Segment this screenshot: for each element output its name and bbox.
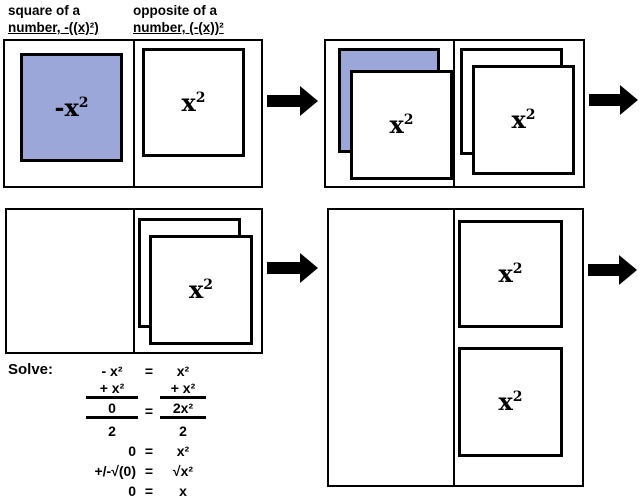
equation-equals: = <box>144 463 154 479</box>
equation-left-term: 2 <box>108 423 116 439</box>
panel-top-right-cell-negative: x2 <box>326 41 455 186</box>
arrow-right-icon <box>589 85 638 115</box>
equation-right-term: √x² <box>172 463 194 479</box>
equation-left-term: +/-√(0) <box>94 463 136 479</box>
equation-row: +/-√(0) = √x² <box>86 459 206 479</box>
equation-right-term: + x² <box>160 380 206 399</box>
equation-right-term: 2 <box>179 423 187 439</box>
equation-row: + x² + x² <box>86 379 206 399</box>
panel-top-left-cell-negative: -x2 <box>5 41 135 186</box>
panel-mid-left: x2 <box>5 208 263 354</box>
panel-top-right-cell-opposite: x2 <box>455 41 583 186</box>
panel-bottom-right-cell-tiles: x2 x2 <box>455 210 582 485</box>
panel-bottom-right-cell-empty <box>329 210 455 485</box>
x-squared-label: x2 <box>498 259 523 288</box>
equation-row: 0 = 2x² <box>86 399 206 419</box>
x-squared-tile: x2 <box>458 347 563 457</box>
x-squared-label: x2 <box>181 87 206 117</box>
x-squared-tile: x2 <box>142 48 245 157</box>
equation-right-term: x² <box>176 443 190 459</box>
x-squared-label: x2 <box>498 387 523 416</box>
header-square-of-a-number: square of a number, -((x)²) <box>8 2 99 36</box>
equation-left-term: + x² <box>86 380 138 399</box>
x-squared-tile: x2 <box>149 235 253 345</box>
solve-label: Solve: <box>8 361 54 378</box>
header-opposite-of-a-number: opposite of a number, (-(x))² <box>133 2 224 36</box>
header-right-line1: opposite of a <box>133 3 217 18</box>
panel-top-left-cell-opposite: x2 <box>135 41 261 186</box>
equation-right-term: x² <box>176 363 190 379</box>
equation-left-term: 0 <box>86 400 138 419</box>
equation-row: 0 = x <box>86 479 206 499</box>
equation-left-term: 0 <box>128 483 136 499</box>
x-squared-label: x2 <box>511 105 536 134</box>
equation-equals: = <box>144 443 154 459</box>
neg-x-squared-label: -x2 <box>54 92 89 122</box>
equation-equals: = <box>144 363 154 379</box>
x-squared-tile: x2 <box>350 70 453 180</box>
x-squared-tile: x2 <box>458 220 563 328</box>
header-left-line1: square of a <box>8 3 81 18</box>
equation-right-term: x <box>179 483 187 499</box>
header-right-line2: number, (-(x))² <box>133 20 224 35</box>
panel-mid-left-cell-empty <box>7 210 135 352</box>
equation-equals: = <box>144 403 154 419</box>
x-squared-tile: x2 <box>472 65 575 175</box>
panel-mid-left-cell-tiles: x2 <box>135 210 261 352</box>
arrow-right-icon <box>267 253 318 283</box>
header-left-line2: number, -((x)²) <box>8 20 99 35</box>
arrow-right-icon <box>588 255 637 285</box>
panel-top-left: -x2 x2 <box>3 39 263 188</box>
solve-equation-stack: - x² = x² + x² + x² 0 = 2x² 2 2 0 = x² +/-√(0) = √x² 0 = x <box>86 359 206 499</box>
panel-bottom-right: x2 x2 <box>327 208 584 487</box>
x-squared-label: x2 <box>389 110 414 139</box>
equation-row: 0 = x² <box>86 439 206 459</box>
x-squared-label: x2 <box>188 275 214 304</box>
equation-row: - x² = x² <box>86 359 206 379</box>
panel-top-right: x2 x2 <box>324 39 585 188</box>
arrow-right-icon <box>267 86 318 116</box>
equation-right-term: 2x² <box>160 400 206 419</box>
equation-equals: = <box>144 483 154 499</box>
neg-x-squared-tile: -x2 <box>20 53 123 162</box>
equation-left-term: - x² <box>101 363 123 379</box>
equation-left-term: 0 <box>128 443 136 459</box>
